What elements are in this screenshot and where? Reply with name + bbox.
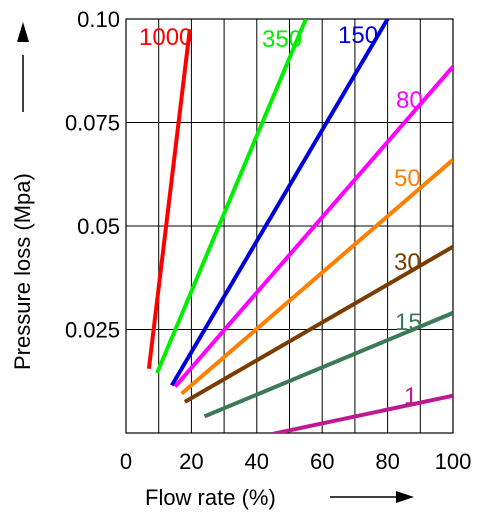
y-tick-label: 0.025 bbox=[65, 318, 120, 343]
series-line-150 bbox=[170, 19, 390, 387]
x-axis-label: Flow rate (%) bbox=[145, 485, 276, 510]
series-labels: 1000 350 150 80 50 30 15 1 bbox=[139, 22, 423, 410]
series-label-15: 15 bbox=[395, 309, 422, 336]
x-tick-label: 40 bbox=[245, 449, 269, 474]
x-tick-label: 100 bbox=[435, 449, 472, 474]
series-line-80 bbox=[173, 65, 453, 388]
series-label-30: 30 bbox=[394, 249, 421, 276]
series-line-1000 bbox=[146, 29, 192, 370]
x-tick-label: 0 bbox=[120, 449, 132, 474]
x-tick-label: 60 bbox=[310, 449, 334, 474]
x-tick-labels: 0 20 40 60 80 100 bbox=[120, 449, 471, 474]
y-tick-label: 0.05 bbox=[77, 214, 120, 239]
y-tick-label: 0.10 bbox=[77, 7, 120, 32]
series-label-1: 1 bbox=[404, 383, 417, 410]
series-lines bbox=[146, 19, 453, 433]
plot-frame bbox=[125, 18, 454, 434]
series-label-150: 150 bbox=[338, 22, 378, 49]
series-label-50: 50 bbox=[394, 165, 421, 192]
x-tick-label: 80 bbox=[375, 449, 399, 474]
grid-lines bbox=[126, 19, 453, 433]
series-label-1000: 1000 bbox=[139, 24, 192, 51]
y-tick-label: 0.075 bbox=[65, 111, 120, 136]
series-label-350: 350 bbox=[262, 26, 302, 53]
series-line-350 bbox=[155, 19, 308, 374]
series-line-15 bbox=[203, 311, 453, 419]
x-axis-arrow bbox=[330, 491, 414, 503]
series-label-80: 80 bbox=[396, 87, 423, 114]
series-line-1 bbox=[272, 393, 453, 433]
series-line-30 bbox=[183, 244, 453, 404]
series-line-50 bbox=[180, 158, 453, 396]
x-tick-label: 20 bbox=[179, 449, 203, 474]
y-tick-labels: 0.025 0.05 0.075 0.10 bbox=[65, 7, 120, 343]
y-axis-label: Pressure loss (Mpa) bbox=[10, 173, 35, 370]
y-axis-arrow bbox=[17, 22, 29, 112]
